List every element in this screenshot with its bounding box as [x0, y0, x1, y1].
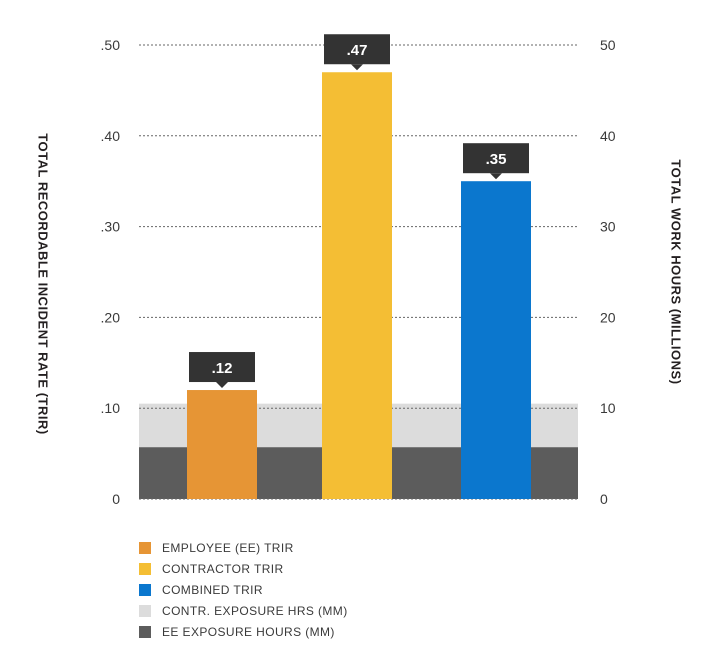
legend-label: CONTR. EXPOSURE HRS (MM): [162, 603, 348, 618]
legend-item-employee-trir: EMPLOYEE (EE) TRIR: [139, 538, 348, 559]
data-label: .12: [212, 360, 233, 377]
y-tick-label-left: .50: [101, 37, 121, 53]
legend-label: EE EXPOSURE HOURS (MM): [162, 624, 335, 639]
legend-swatch: [139, 625, 151, 638]
legend-swatch: [139, 604, 151, 617]
y-tick-label-right: 0: [600, 491, 608, 507]
y-tick-label-right: 20: [600, 309, 616, 325]
y-tick-label-left: .10: [101, 400, 121, 416]
legend-item-contractor-trir: CONTRACTOR TRIR: [139, 559, 348, 580]
callout-pointer: [351, 64, 363, 71]
callout-pointer: [216, 382, 228, 389]
bar-combined-trir: [461, 181, 531, 499]
legend-swatch: [139, 542, 151, 555]
y-tick-label-left: .40: [101, 128, 121, 144]
bar-employee-trir: [187, 390, 257, 499]
legend-item-contr-exposure: CONTR. EXPOSURE HRS (MM): [139, 600, 348, 621]
y-axis-title-right: TOTAL WORK HOURS (MILLIONS): [668, 159, 684, 385]
y-tick-label-right: 50: [600, 37, 616, 53]
callout-box: [463, 143, 529, 174]
data-label: .47: [347, 42, 368, 59]
data-label: .35: [486, 151, 507, 168]
legend: EMPLOYEE (EE) TRIR CONTRACTOR TRIR COMBI…: [139, 538, 348, 642]
legend-label: CONTRACTOR TRIR: [162, 562, 284, 577]
legend-label: EMPLOYEE (EE) TRIR: [162, 541, 294, 556]
callout-box: [324, 34, 390, 65]
y-tick-label-left: .20: [101, 309, 121, 325]
bar-contractor-trir: [322, 72, 392, 500]
callout-box: [189, 352, 255, 383]
legend-label: COMBINED TRIR: [162, 582, 263, 597]
legend-swatch: [139, 563, 151, 576]
y-tick-label-left: 0: [112, 491, 120, 507]
callout-pointer: [490, 173, 502, 180]
y-tick-label-right: 10: [600, 400, 616, 416]
y-axis-title-left: TOTAL RECORDABLE INCIDENT RATE (TRIR): [35, 133, 51, 435]
legend-swatch: [139, 583, 151, 596]
y-tick-label-right: 40: [600, 128, 616, 144]
legend-item-ee-exposure: EE EXPOSURE HOURS (MM): [139, 621, 348, 642]
legend-item-combined-trir: COMBINED TRIR: [139, 580, 348, 601]
y-tick-label-right: 30: [600, 219, 616, 235]
y-tick-label-left: .30: [101, 219, 121, 235]
